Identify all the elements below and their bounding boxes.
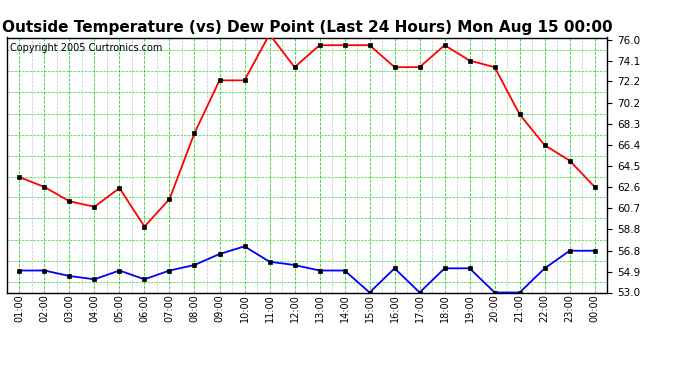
Text: Copyright 2005 Curtronics.com: Copyright 2005 Curtronics.com	[10, 43, 162, 52]
Title: Outside Temperature (vs) Dew Point (Last 24 Hours) Mon Aug 15 00:00: Outside Temperature (vs) Dew Point (Last…	[2, 20, 612, 35]
